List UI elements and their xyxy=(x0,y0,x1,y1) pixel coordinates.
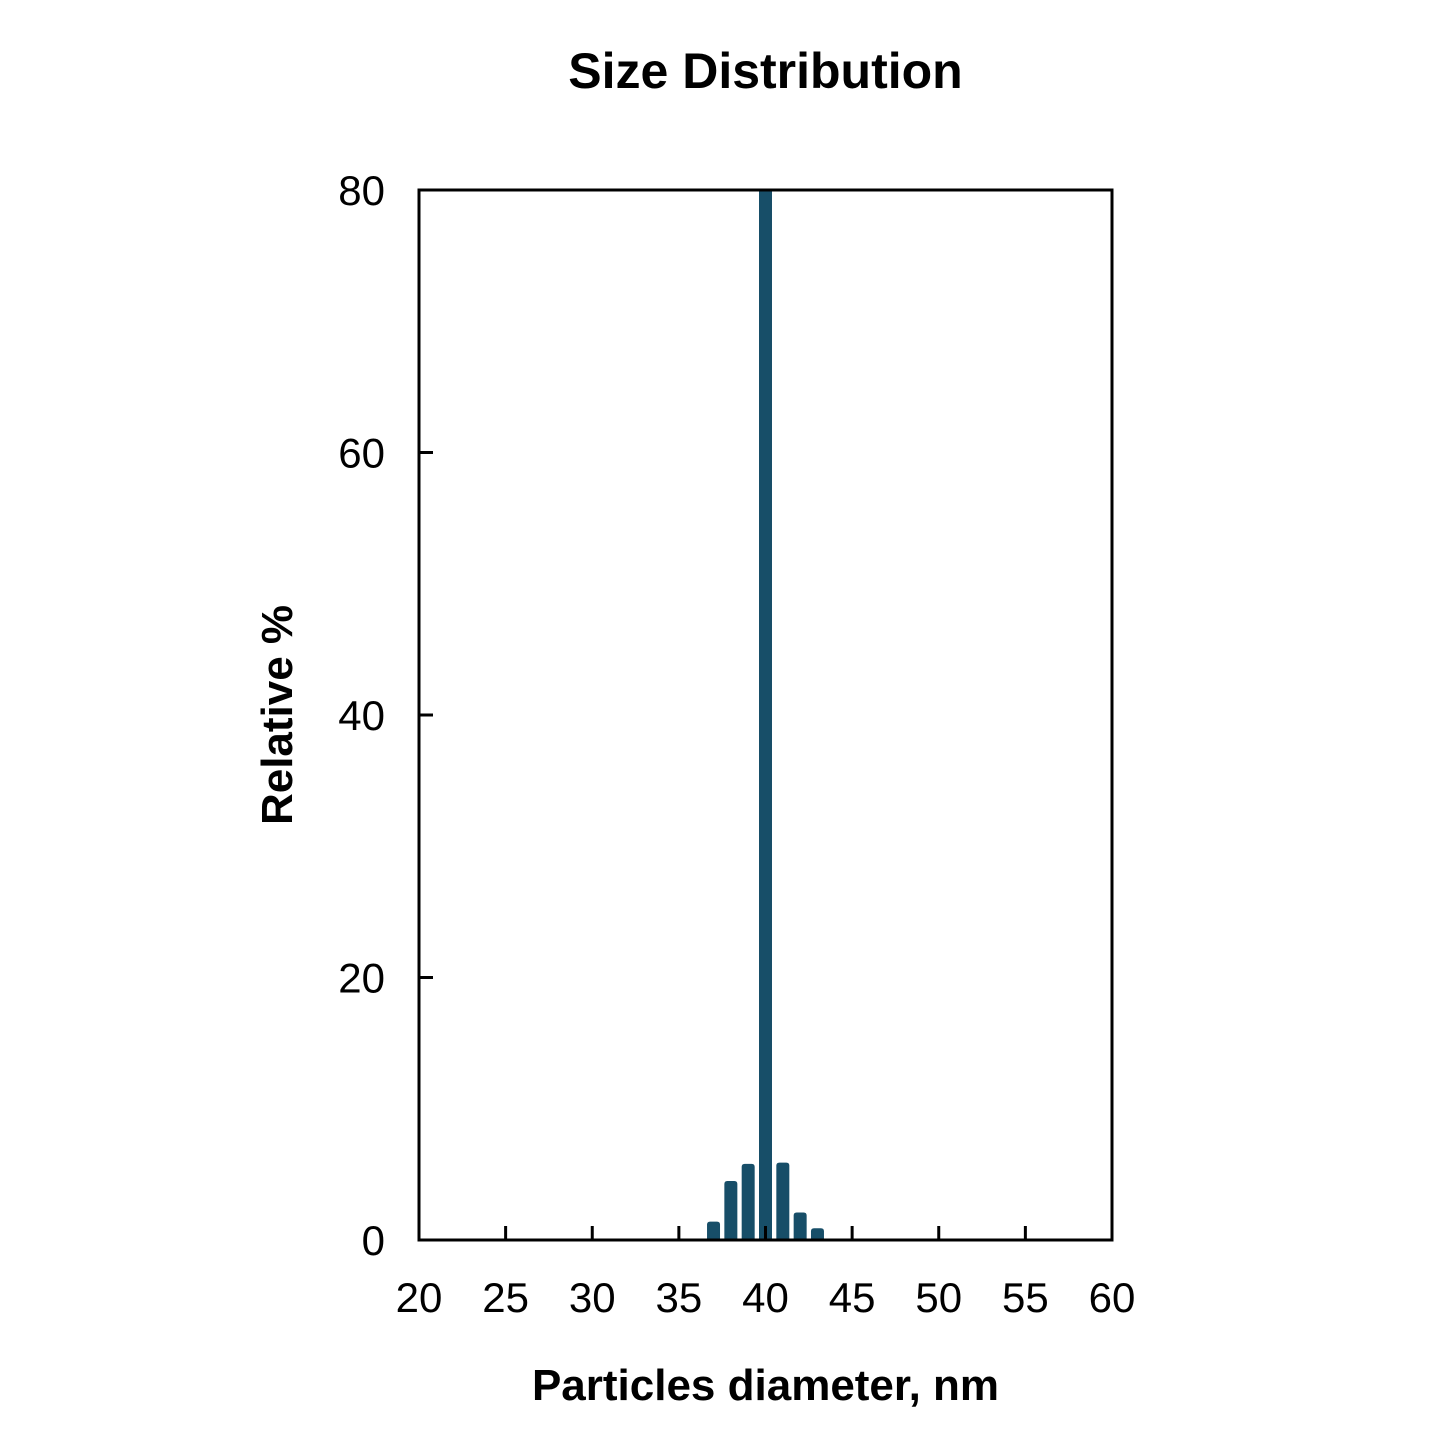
bar xyxy=(707,1221,721,1242)
x-tick-label: 40 xyxy=(742,1274,789,1321)
x-tick-label: 45 xyxy=(829,1274,876,1321)
x-tick-label: 60 xyxy=(1089,1274,1136,1321)
y-tick-label: 20 xyxy=(338,955,385,1002)
x-tick-label: 25 xyxy=(482,1274,529,1321)
y-tick-label: 80 xyxy=(338,167,385,214)
x-tick-label: 55 xyxy=(1002,1274,1049,1321)
y-tick-label: 0 xyxy=(362,1217,385,1264)
x-tick-label: 20 xyxy=(396,1274,443,1321)
x-tick-label: 50 xyxy=(915,1274,962,1321)
y-tick-label: 60 xyxy=(338,430,385,477)
x-tick-label: 30 xyxy=(569,1274,616,1321)
x-axis-label: Particles diameter, nm xyxy=(531,1361,1000,1410)
bar xyxy=(776,1162,790,1242)
bar xyxy=(810,1228,824,1242)
chart-title: Size Distribution xyxy=(568,43,963,99)
bar xyxy=(724,1180,738,1242)
bar xyxy=(793,1212,807,1242)
bar xyxy=(741,1163,755,1242)
x-tick-label: 35 xyxy=(656,1274,703,1321)
bar xyxy=(759,190,772,1242)
y-tick-label: 40 xyxy=(338,692,385,739)
